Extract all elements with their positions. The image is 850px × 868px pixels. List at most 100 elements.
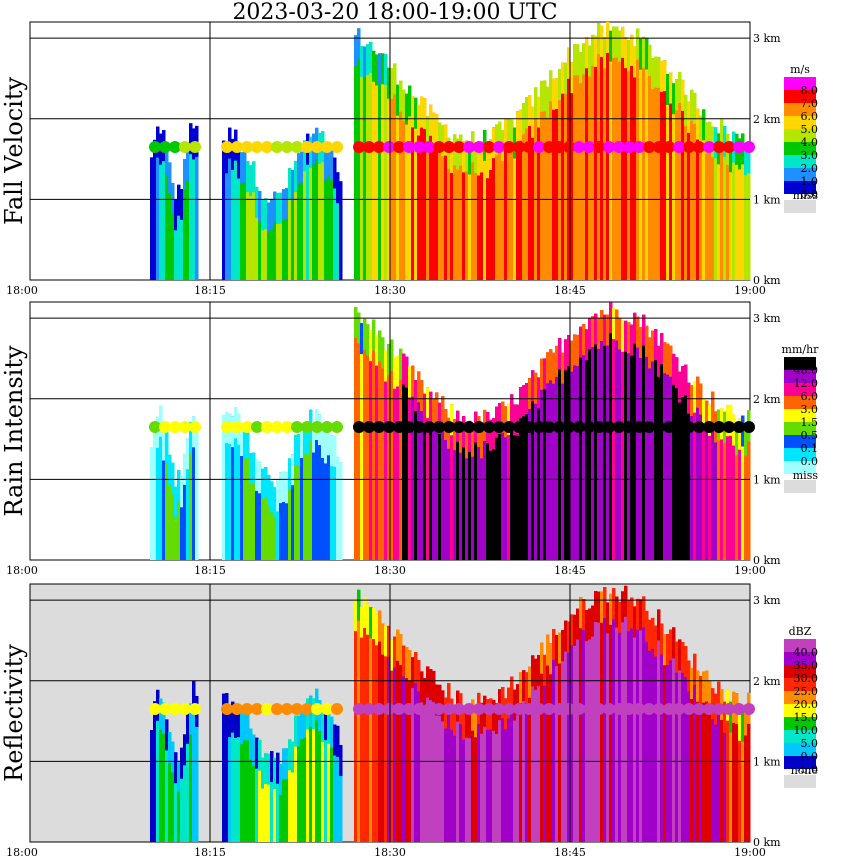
echo-cell	[477, 144, 481, 280]
echo-cell	[420, 380, 424, 412]
bright-band-cell	[149, 140, 161, 153]
colorbar-swatch	[784, 448, 816, 461]
echo-cell	[150, 730, 154, 762]
colorbar-level-label: 3.0	[801, 403, 819, 416]
echo-cell	[507, 119, 511, 150]
echo-cell	[639, 38, 643, 70]
echo-cell	[192, 680, 196, 712]
echo-cell	[585, 610, 589, 642]
echo-cell	[540, 642, 544, 842]
echo-cell	[687, 660, 691, 842]
echo-cell	[330, 716, 334, 748]
echo-cell	[711, 391, 715, 423]
colorbar-level-label: -5.0	[797, 763, 818, 776]
colorbar-level-label: 5.0	[801, 737, 819, 750]
echo-cell	[372, 319, 376, 560]
echo-cell	[363, 46, 367, 78]
bright-band-cell	[643, 140, 655, 153]
bright-band-cell	[373, 420, 385, 433]
echo-cell	[483, 129, 487, 280]
echo-cell	[387, 344, 391, 560]
echo-cell	[450, 404, 454, 436]
bright-band-cell	[353, 420, 365, 433]
echo-cell	[534, 372, 538, 404]
echo-cell	[375, 614, 379, 646]
echo-cell	[507, 403, 511, 560]
bright-band-cell	[463, 702, 475, 715]
echo-cell	[261, 468, 265, 500]
echo-cell	[267, 202, 271, 280]
bright-band-cell	[573, 420, 585, 433]
echo-cell	[549, 643, 553, 675]
bright-band-cell	[241, 140, 253, 153]
echo-cell	[729, 404, 733, 436]
echo-cell	[417, 660, 421, 692]
echo-cell	[726, 134, 730, 280]
echo-cell	[693, 381, 697, 413]
bright-band-cell	[271, 420, 283, 433]
echo-cell	[381, 337, 385, 560]
colorbar-unit: dBZ	[789, 625, 812, 638]
echo-cell	[744, 704, 748, 842]
echo-cell	[576, 608, 580, 640]
echo-cell	[531, 655, 535, 687]
x-tick-label: 18:00	[6, 284, 38, 297]
echo-cell	[162, 702, 166, 842]
echo-cell	[711, 126, 715, 281]
x-tick-label: 19:00	[734, 564, 766, 577]
echo-cell	[429, 669, 433, 842]
echo-cell	[552, 352, 556, 384]
echo-cell	[519, 387, 523, 419]
echo-cell	[264, 753, 268, 842]
bright-band-cell	[413, 420, 425, 433]
echo-cell	[690, 385, 694, 416]
echo-cell	[675, 357, 679, 560]
colorbar-level-label: 0.5	[801, 429, 819, 442]
echo-cell	[639, 599, 643, 842]
bright-band-cell	[663, 702, 675, 715]
echo-cell	[465, 140, 469, 172]
echo-cell	[441, 690, 445, 842]
echo-cell	[564, 620, 568, 842]
echo-cell	[165, 432, 169, 464]
echo-cell	[675, 79, 679, 280]
echo-cell	[675, 641, 679, 842]
echo-cell	[336, 725, 340, 842]
echo-cell	[270, 481, 274, 560]
bright-band-cell	[383, 702, 395, 715]
bright-band-cell	[271, 140, 283, 153]
echo-cell	[285, 748, 289, 780]
colorbar-level-label: 35.0	[794, 659, 819, 672]
echo-cell	[195, 422, 199, 454]
echo-cell	[699, 676, 703, 842]
echo-cell	[411, 657, 415, 842]
echo-cell	[297, 715, 301, 842]
colorbar-swatch	[784, 383, 816, 396]
echo-cell	[660, 60, 664, 92]
echo-cell	[570, 614, 574, 646]
bright-band-cell	[733, 140, 745, 153]
echo-cell	[630, 324, 634, 560]
echo-cell	[693, 92, 697, 281]
echo-cell	[360, 323, 364, 355]
echo-cell	[303, 423, 307, 560]
echo-cell	[189, 703, 193, 842]
echo-cell	[297, 715, 301, 747]
echo-cell	[636, 598, 640, 842]
echo-cell	[627, 40, 631, 72]
echo-cell	[249, 728, 253, 760]
echo-cell	[165, 144, 169, 280]
x-tick-label: 19:00	[734, 284, 766, 297]
bright-band-cell	[453, 702, 465, 715]
echo-cell	[258, 739, 262, 842]
echo-cell	[285, 187, 289, 219]
colorbar-level-label: 48.0	[794, 364, 819, 377]
colorbar-swatch	[784, 155, 816, 168]
echo-cell	[573, 614, 577, 842]
echo-cell	[165, 432, 169, 560]
echo-cell	[180, 747, 184, 779]
echo-cell	[231, 416, 235, 560]
echo-cell	[600, 310, 604, 560]
echo-cell	[327, 712, 331, 842]
bright-band-cell	[733, 420, 745, 433]
